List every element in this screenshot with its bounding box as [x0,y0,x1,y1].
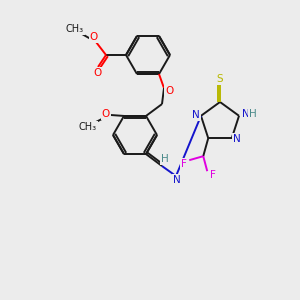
Text: O: O [102,109,110,119]
Text: F: F [181,159,187,169]
Text: O: O [93,68,101,78]
Text: S: S [217,74,223,84]
Text: N: N [233,134,241,144]
Text: O: O [90,32,98,42]
Text: F: F [210,170,216,180]
Text: N: N [192,110,200,120]
Text: O: O [165,86,173,96]
Text: H: H [249,109,257,119]
Text: N: N [173,175,181,185]
Text: CH₃: CH₃ [66,24,84,34]
Text: N: N [242,109,250,119]
Text: H: H [161,154,169,164]
Text: CH₃: CH₃ [79,122,97,132]
